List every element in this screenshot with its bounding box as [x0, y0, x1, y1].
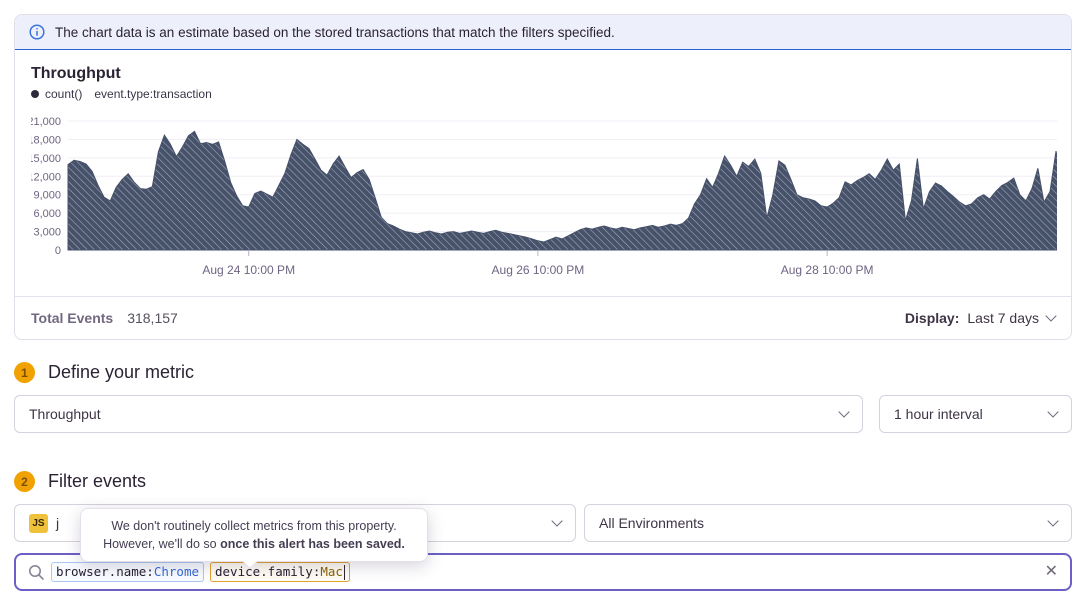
chevron-down-icon: [838, 406, 850, 418]
metric-row: Throughput 1 hour interval: [14, 395, 1072, 433]
environment-select[interactable]: All Environments: [584, 504, 1072, 542]
step-metric-title: Define your metric: [48, 362, 195, 382]
display-value: Last 7 days: [967, 310, 1039, 326]
chart-body: Throughput count() event.type:transactio…: [15, 50, 1071, 296]
legend-filter: event.type:transaction: [94, 87, 212, 101]
javascript-platform-icon: JS: [29, 513, 48, 533]
svg-text:Aug 24 10:00 PM: Aug 24 10:00 PM: [202, 263, 295, 277]
svg-text:Aug 28 10:00 PM: Aug 28 10:00 PM: [781, 263, 874, 277]
legend-metric: count(): [45, 87, 83, 101]
tooltip-line1: We don't routinely collect metrics from …: [111, 519, 397, 533]
display-label: Display:: [904, 310, 960, 326]
text-cursor: [343, 564, 346, 580]
throughput-chart: 0 3,000 6,000 9,000 12,000 15,000 18,000 21,000…: [27, 109, 1063, 286]
chevron-down-icon: [551, 515, 563, 527]
banner-text: The chart data is an estimate based on t…: [55, 24, 615, 40]
step-filter-title: Filter events: [48, 471, 147, 491]
svg-text:18,000: 18,000: [31, 134, 61, 146]
svg-text:12,000: 12,000: [31, 171, 61, 183]
clear-search-button[interactable]: ✕: [1044, 563, 1058, 580]
interval-select-value: 1 hour interval: [894, 406, 983, 422]
info-icon: [29, 24, 45, 40]
chart-title: Throughput: [31, 65, 121, 82]
info-banner: The chart data is an estimate based on t…: [15, 15, 1071, 50]
metrics-tooltip: We don't routinely collect metrics from …: [80, 508, 428, 570]
step-filter-header: 2 Filter events: [14, 471, 1072, 492]
token-value: Chrome: [153, 564, 199, 579]
step-number-badge: 1: [14, 362, 35, 383]
interval-select[interactable]: 1 hour interval: [879, 395, 1072, 433]
tooltip-line2-bold: once this alert has been saved.: [220, 537, 405, 552]
step-number-badge: 2: [14, 471, 35, 492]
chevron-down-icon: [1047, 406, 1059, 418]
svg-text:0: 0: [55, 245, 61, 257]
search-token-browser-name[interactable]: browser.name: Chrome: [51, 562, 204, 582]
token-key: device.family:: [215, 564, 321, 579]
chart-panel-footer: Total Events 318,157 Display: Last 7 day…: [15, 296, 1071, 339]
chart-legend: count() event.type:transaction: [31, 87, 1055, 101]
project-select-value: j: [56, 515, 60, 531]
metric-select-value: Throughput: [29, 406, 101, 422]
svg-text:21,000: 21,000: [31, 116, 61, 128]
svg-text:3,000: 3,000: [33, 227, 61, 239]
svg-text:15,000: 15,000: [31, 153, 61, 165]
total-events: Total Events 318,157: [31, 310, 178, 326]
step-metric-header: 1 Define your metric: [14, 362, 1072, 383]
search-icon: [29, 564, 44, 580]
display-range-dropdown[interactable]: Display: Last 7 days: [904, 310, 1057, 326]
chevron-down-icon: [1047, 515, 1059, 527]
total-events-label: Total Events: [31, 310, 114, 326]
legend-dot-icon: [31, 90, 39, 98]
tooltip-line2: However, we'll do so: [103, 537, 221, 552]
chevron-down-icon: [1045, 310, 1057, 322]
token-key: browser.name:: [56, 564, 154, 579]
search-token-device-family[interactable]: device.family: Mac: [210, 562, 351, 582]
token-value: Mac: [320, 564, 343, 579]
chart-panel: The chart data is an estimate based on t…: [14, 14, 1072, 340]
total-events-value: 318,157: [127, 310, 178, 326]
svg-text:9,000: 9,000: [33, 190, 61, 202]
svg-text:6,000: 6,000: [33, 208, 61, 220]
metric-select[interactable]: Throughput: [14, 395, 863, 433]
svg-text:Aug 26 10:00 PM: Aug 26 10:00 PM: [492, 263, 585, 277]
environment-select-value: All Environments: [599, 515, 705, 531]
